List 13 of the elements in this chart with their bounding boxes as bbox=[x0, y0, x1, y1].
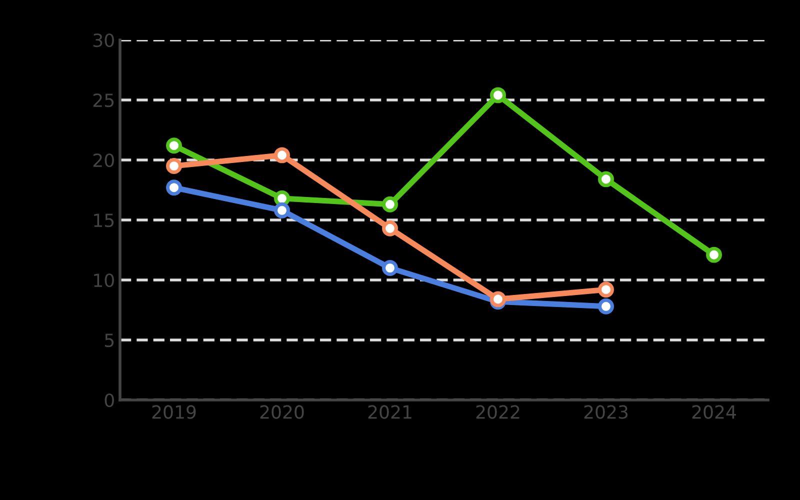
x-tick-label: 2022 bbox=[476, 405, 520, 419]
x-tick-label: 2020 bbox=[260, 405, 304, 419]
y-tick-label: 5 bbox=[105, 334, 114, 348]
x-tick-label: 2024 bbox=[692, 405, 736, 419]
x-tick-label: 2019 bbox=[152, 405, 196, 419]
y-tick-label: 25 bbox=[93, 93, 114, 108]
y-tick-label: 10 bbox=[94, 273, 114, 288]
y-tick-label: 30 bbox=[94, 33, 114, 48]
y-tick-label: 0 bbox=[104, 393, 114, 408]
y-tick-label: 20 bbox=[93, 153, 114, 168]
x-tick-label: 2021 bbox=[368, 405, 412, 419]
x-tick-label: 2023 bbox=[584, 405, 628, 419]
y-tick-label: 15 bbox=[94, 214, 114, 228]
